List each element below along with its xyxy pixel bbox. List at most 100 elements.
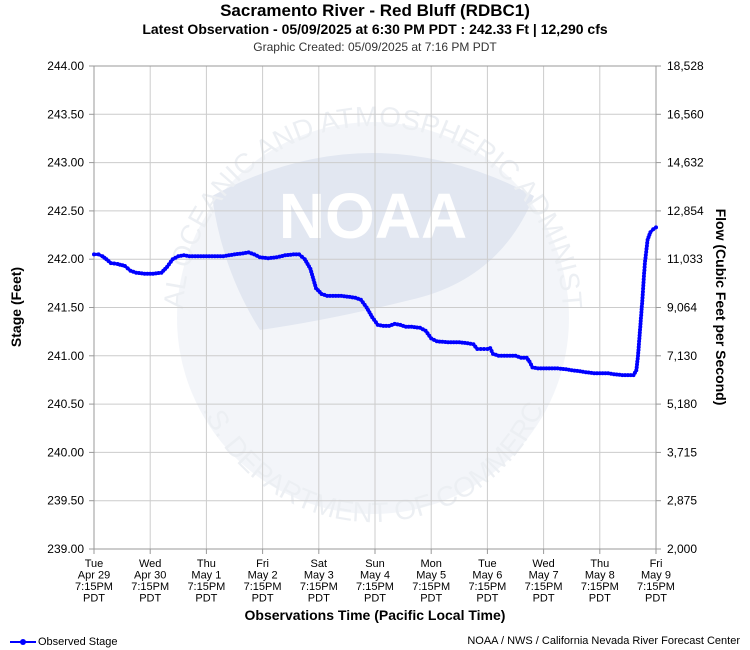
data-point <box>215 254 220 259</box>
data-point <box>636 348 641 352</box>
data-point <box>636 353 640 358</box>
data-point <box>519 355 524 360</box>
data-point <box>641 283 646 288</box>
legend-label-observed-stage: Observed Stage <box>38 636 118 648</box>
x-tick-label: Wed May 7 7:15PM PDT <box>525 558 563 605</box>
data-point <box>636 345 641 350</box>
data-point <box>643 259 648 263</box>
data-point <box>628 373 633 378</box>
data-point <box>325 293 330 298</box>
data-point <box>207 254 212 259</box>
y2-axis-label: Flow (Cubic Feet per Second) <box>713 209 729 406</box>
data-point <box>538 366 543 371</box>
data-point <box>122 264 127 268</box>
y2-tick-label: 2,875 <box>667 494 697 508</box>
data-point <box>636 350 641 355</box>
data-point <box>639 304 644 309</box>
data-point <box>552 366 557 371</box>
x-tick-label: Wed Apr 30 7:15PM PDT <box>131 558 169 605</box>
data-point <box>499 353 504 358</box>
y2-tick-label: 18,528 <box>667 59 704 73</box>
data-point <box>148 271 153 276</box>
data-point <box>544 366 549 371</box>
data-point <box>642 265 647 270</box>
noaa-watermark-logo: NOAA NATIONAL OCEANIC AND ATMOSPHERIC AD… <box>0 0 588 528</box>
x-tick-label: Mon May 5 7:15PM PDT <box>412 558 450 605</box>
y-tick-label: 240.50 <box>47 397 84 411</box>
data-point <box>440 339 445 344</box>
y-tick-label: 243.00 <box>47 156 84 170</box>
y-tick-label: 242.50 <box>47 204 84 218</box>
x-tick-label: Sat May 3 7:15PM PDT <box>300 558 338 605</box>
data-point <box>636 342 641 347</box>
data-point <box>645 240 650 245</box>
data-point <box>446 340 451 345</box>
data-point <box>547 366 552 371</box>
data-point <box>521 355 526 360</box>
credit-text: NOAA / NWS / California Nevada River For… <box>467 635 740 647</box>
data-point <box>381 323 386 328</box>
data-point <box>505 353 510 358</box>
data-point <box>541 366 546 371</box>
legend: Observed Stage <box>10 636 118 648</box>
y-axis-label: Stage (Feet) <box>8 267 24 347</box>
data-point <box>641 286 646 291</box>
y-tick-label: 244.00 <box>47 59 84 73</box>
y-tick-label: 241.50 <box>47 301 84 315</box>
data-point <box>328 293 332 298</box>
y2-tick-label: 2,000 <box>667 542 697 556</box>
data-point <box>496 353 501 358</box>
x-tick-label: Thu May 8 7:15PM PDT <box>581 558 619 605</box>
chart-grid <box>93 65 657 550</box>
data-point <box>502 353 507 358</box>
data-point <box>145 271 150 276</box>
data-point <box>595 371 599 376</box>
data-point <box>336 293 341 298</box>
data-point <box>451 340 456 345</box>
data-point <box>634 365 639 370</box>
data-point <box>651 227 656 232</box>
x-tick-label: Sun May 4 7:15PM PDT <box>356 558 394 605</box>
data-point <box>643 253 648 257</box>
data-point <box>644 250 649 254</box>
data-point <box>297 252 302 257</box>
data-point <box>448 340 453 345</box>
data-point <box>638 316 643 321</box>
y2-tick-label: 5,180 <box>667 397 697 411</box>
data-point <box>643 256 648 260</box>
data-point <box>198 254 203 259</box>
x-tick-label: Tue Apr 29 7:15PM PDT <box>75 558 113 605</box>
data-point <box>638 319 643 323</box>
data-point <box>642 262 647 266</box>
data-point <box>193 254 198 259</box>
data-point <box>638 321 643 326</box>
data-point <box>640 301 645 306</box>
data-point <box>592 371 597 376</box>
data-point <box>478 347 483 351</box>
data-point <box>294 252 299 257</box>
data-point <box>637 330 642 335</box>
data-point <box>637 333 642 338</box>
data-point <box>644 246 649 251</box>
data-point <box>654 225 658 230</box>
data-point <box>204 254 209 259</box>
data-point <box>639 307 644 312</box>
y-tick-label: 239.50 <box>47 494 84 508</box>
y2-tick-label: 12,854 <box>667 204 704 218</box>
data-point <box>620 373 625 378</box>
data-point <box>641 280 646 285</box>
y2-tick-label: 7,130 <box>667 349 697 363</box>
data-point <box>640 298 645 303</box>
data-point <box>642 268 647 273</box>
data-point <box>637 339 642 344</box>
data-point <box>639 313 644 318</box>
data-point <box>92 252 96 257</box>
data-point <box>510 353 515 358</box>
data-point <box>644 243 649 248</box>
y-axis-right: 2,000 2,875 3,715 5,180 7,130 9,064 11,033 12,8… <box>656 59 704 556</box>
data-point <box>201 254 206 259</box>
chart-subtitle: Latest Observation - 05/09/2025 at 6:30 … <box>142 21 608 37</box>
data-point <box>299 254 304 259</box>
y-tick-label: 242.00 <box>47 252 84 266</box>
data-point <box>635 362 639 367</box>
